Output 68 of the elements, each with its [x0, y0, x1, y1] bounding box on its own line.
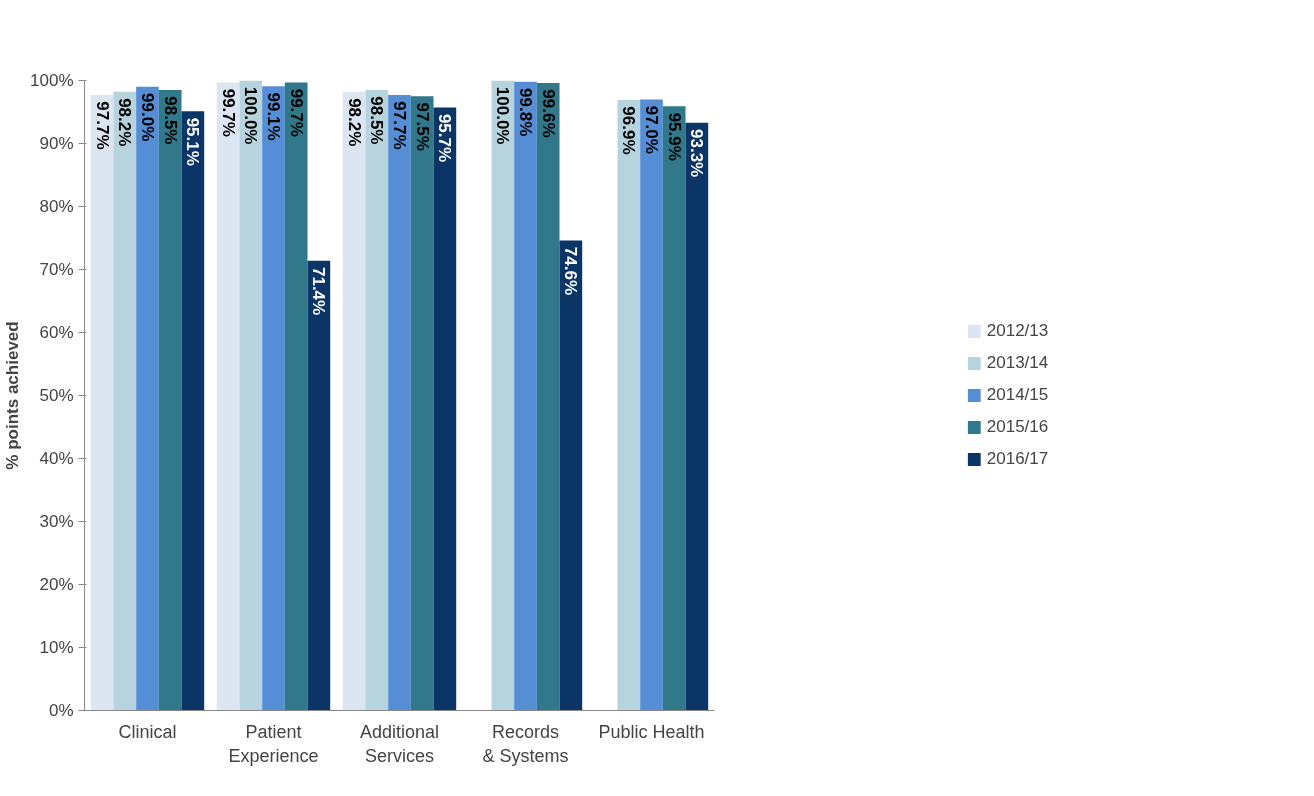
- bar: [365, 89, 389, 711]
- bar: [90, 94, 114, 711]
- data-label: 97.0%: [642, 105, 661, 154]
- data-label: 96.9%: [619, 106, 639, 155]
- data-label: 98.5%: [367, 96, 387, 145]
- bar: [342, 91, 366, 711]
- y-tick-label: 80%: [39, 197, 74, 216]
- bar: [307, 260, 331, 711]
- y-tick-label: 60%: [39, 323, 74, 342]
- data-label: 98.2%: [344, 98, 364, 147]
- x-tick-label: Records & Systems: [482, 721, 569, 766]
- bar: [239, 80, 263, 711]
- y-tick-label: 20%: [39, 575, 74, 594]
- data-label: 100.0%: [241, 86, 261, 145]
- data-label: 95.9%: [664, 112, 684, 161]
- bar: [262, 86, 285, 711]
- x-tick-label: Additional Services: [359, 721, 440, 766]
- x-tick-label: Patient Experience: [228, 721, 319, 766]
- x-tick-label: Clinical: [118, 721, 177, 742]
- bar: [433, 107, 457, 711]
- data-label: 97.5%: [412, 102, 432, 151]
- y-tick-label: 50%: [39, 386, 74, 405]
- bar: [181, 111, 205, 711]
- legend-label: 2012/13: [986, 321, 1049, 341]
- bar: [410, 96, 434, 711]
- bar: [514, 81, 537, 711]
- bar: [536, 83, 560, 711]
- bar: [284, 82, 308, 711]
- data-label: 99.0%: [138, 93, 157, 142]
- y-tick-label: 10%: [39, 638, 74, 657]
- data-label: 97.7%: [92, 101, 112, 150]
- y-tick-label: 70%: [39, 260, 74, 279]
- data-label: 98.2%: [115, 98, 135, 147]
- data-label: 99.8%: [516, 88, 535, 137]
- bar: [685, 122, 709, 711]
- data-label: 93.3%: [687, 129, 707, 178]
- data-label: 95.1%: [183, 117, 203, 166]
- bar: [559, 240, 583, 711]
- data-label: 74.6%: [561, 246, 581, 296]
- x-tick-label: Public Health: [598, 721, 705, 742]
- data-label: 100.0%: [493, 86, 513, 145]
- bar: [158, 89, 182, 711]
- bar: [388, 94, 411, 711]
- bar: [491, 80, 515, 711]
- bar: [136, 86, 159, 711]
- y-tick-label: 90%: [39, 134, 74, 153]
- data-label: 71.4%: [309, 266, 329, 316]
- data-label: 97.7%: [390, 101, 409, 150]
- bar: [662, 106, 686, 711]
- bar: [640, 99, 663, 711]
- data-label: 99.6%: [538, 89, 558, 138]
- y-tick-label: 40%: [39, 449, 74, 468]
- bar: [113, 91, 137, 711]
- legend-label: 2013/14: [986, 353, 1049, 373]
- legend-label: 2016/17: [986, 449, 1049, 469]
- data-label: 98.5%: [160, 96, 180, 145]
- data-label: 95.7%: [435, 113, 455, 163]
- y-axis-title: % points achieved: [3, 321, 23, 470]
- bar: [617, 100, 641, 711]
- legend-label: 2015/16: [986, 417, 1049, 437]
- data-label: 99.7%: [218, 88, 238, 137]
- y-tick-label: 100%: [30, 71, 74, 90]
- y-tick-label: 0%: [48, 701, 74, 720]
- data-label: 99.1%: [264, 92, 283, 141]
- y-tick-label: 30%: [39, 512, 74, 531]
- bar: [216, 82, 240, 711]
- data-label: 99.7%: [286, 88, 306, 137]
- legend-label: 2014/15: [986, 385, 1049, 405]
